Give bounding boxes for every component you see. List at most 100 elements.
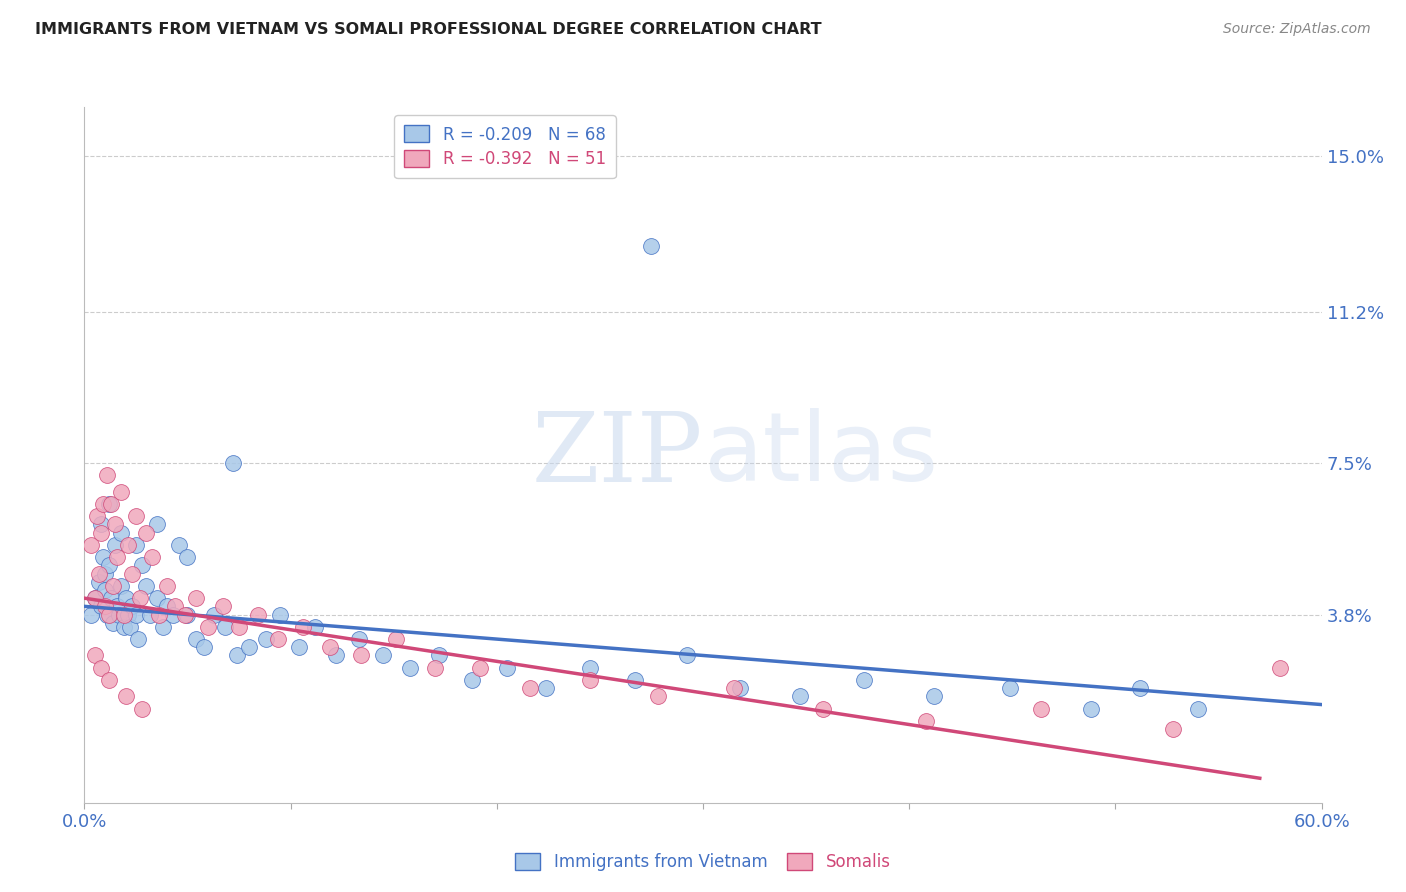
Point bbox=[288, 640, 311, 655]
Point bbox=[135, 579, 157, 593]
Point bbox=[222, 456, 245, 470]
Point bbox=[647, 690, 669, 704]
Point bbox=[162, 607, 184, 622]
Point bbox=[79, 538, 101, 552]
Point bbox=[197, 620, 219, 634]
Point bbox=[176, 607, 198, 622]
Point bbox=[96, 468, 118, 483]
Point bbox=[1270, 661, 1292, 675]
Point bbox=[373, 648, 395, 663]
Point bbox=[105, 550, 128, 565]
Point bbox=[83, 591, 105, 606]
Point bbox=[811, 701, 834, 715]
Point bbox=[174, 607, 197, 622]
Point bbox=[104, 538, 127, 552]
Point bbox=[347, 632, 370, 646]
Legend: Immigrants from Vietnam, Somalis: Immigrants from Vietnam, Somalis bbox=[508, 845, 898, 880]
Point bbox=[325, 648, 347, 663]
Point bbox=[110, 525, 132, 540]
Point bbox=[789, 690, 811, 704]
Point bbox=[125, 509, 148, 524]
Point bbox=[108, 607, 131, 622]
Point bbox=[165, 599, 187, 614]
Point bbox=[470, 661, 492, 675]
Text: ZIP: ZIP bbox=[531, 408, 703, 502]
Point bbox=[384, 632, 406, 646]
Text: Source: ZipAtlas.com: Source: ZipAtlas.com bbox=[1223, 22, 1371, 37]
Point bbox=[98, 607, 121, 622]
Point bbox=[1129, 681, 1152, 696]
Point bbox=[125, 607, 148, 622]
Point bbox=[211, 599, 233, 614]
Point bbox=[83, 591, 105, 606]
Point bbox=[176, 550, 198, 565]
Point bbox=[129, 591, 152, 606]
Point bbox=[254, 632, 277, 646]
Point bbox=[112, 620, 135, 634]
Point bbox=[423, 661, 446, 675]
Point bbox=[112, 607, 135, 622]
Point bbox=[114, 591, 136, 606]
Point bbox=[269, 607, 291, 622]
Point bbox=[145, 591, 167, 606]
Point bbox=[100, 497, 122, 511]
Point bbox=[125, 538, 148, 552]
Point bbox=[91, 497, 114, 511]
Point bbox=[148, 607, 170, 622]
Point bbox=[214, 620, 236, 634]
Point bbox=[100, 591, 122, 606]
Point bbox=[1187, 701, 1209, 715]
Point bbox=[1031, 701, 1053, 715]
Point bbox=[193, 640, 215, 655]
Point bbox=[94, 566, 117, 581]
Point bbox=[228, 620, 250, 634]
Legend: R = -0.209   N = 68, R = -0.392   N = 51: R = -0.209 N = 68, R = -0.392 N = 51 bbox=[394, 115, 616, 178]
Point bbox=[139, 607, 162, 622]
Point bbox=[131, 701, 153, 715]
Point bbox=[110, 579, 132, 593]
Point bbox=[96, 607, 118, 622]
Point bbox=[103, 615, 125, 630]
Point bbox=[496, 661, 519, 675]
Point bbox=[184, 632, 207, 646]
Point bbox=[267, 632, 290, 646]
Point bbox=[94, 599, 117, 614]
Point bbox=[117, 538, 139, 552]
Point bbox=[83, 648, 105, 663]
Point bbox=[98, 558, 121, 573]
Point bbox=[578, 673, 600, 687]
Point bbox=[536, 681, 558, 696]
Point bbox=[578, 661, 600, 675]
Point bbox=[118, 620, 141, 634]
Point bbox=[202, 607, 225, 622]
Point bbox=[79, 607, 101, 622]
Point bbox=[156, 599, 179, 614]
Point bbox=[319, 640, 342, 655]
Point bbox=[90, 661, 112, 675]
Point bbox=[90, 517, 112, 532]
Text: IMMIGRANTS FROM VIETNAM VS SOMALI PROFESSIONAL DEGREE CORRELATION CHART: IMMIGRANTS FROM VIETNAM VS SOMALI PROFES… bbox=[35, 22, 821, 37]
Point bbox=[461, 673, 484, 687]
Point bbox=[103, 579, 125, 593]
Point bbox=[246, 607, 269, 622]
Point bbox=[152, 620, 174, 634]
Point bbox=[167, 538, 190, 552]
Point bbox=[852, 673, 875, 687]
Point bbox=[121, 599, 143, 614]
Point bbox=[399, 661, 422, 675]
Point bbox=[90, 525, 112, 540]
Point bbox=[98, 673, 121, 687]
Point bbox=[110, 484, 132, 499]
Point bbox=[104, 517, 127, 532]
Point bbox=[105, 599, 128, 614]
Point bbox=[1161, 722, 1184, 736]
Point bbox=[184, 591, 207, 606]
Point bbox=[226, 648, 249, 663]
Point bbox=[87, 574, 110, 589]
Point bbox=[86, 509, 108, 524]
Point bbox=[238, 640, 260, 655]
Point bbox=[127, 632, 149, 646]
Point bbox=[94, 582, 117, 597]
Point bbox=[87, 566, 110, 581]
Point bbox=[640, 239, 662, 253]
